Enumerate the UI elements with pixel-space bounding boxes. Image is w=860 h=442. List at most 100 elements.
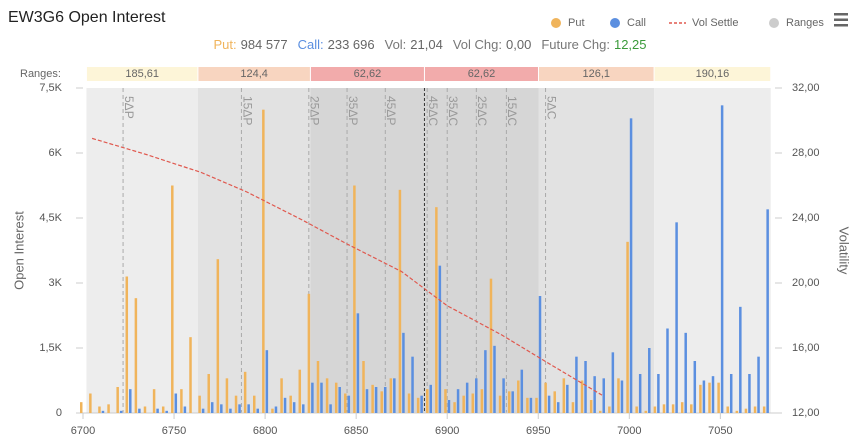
summary: Put: 984 577 Call: 233 696 Vol: 21,04 Vol Chg:… <box>213 37 646 52</box>
bar <box>171 185 174 413</box>
bar <box>365 389 369 413</box>
bar <box>739 306 742 413</box>
bar <box>493 345 496 413</box>
bar <box>526 397 529 413</box>
bar <box>544 382 547 413</box>
bar <box>438 265 442 413</box>
bar <box>316 361 320 413</box>
bar <box>717 382 720 413</box>
range-band <box>86 88 198 413</box>
bar <box>444 389 447 413</box>
bar <box>198 395 201 413</box>
summary-value: 12,25 <box>614 37 647 52</box>
legend-marker <box>610 18 620 28</box>
range-band <box>424 88 539 413</box>
legend-label: Put <box>568 17 585 29</box>
delta-label: 5ΔP <box>122 96 136 119</box>
bar <box>744 408 748 413</box>
bar <box>247 404 250 413</box>
bar <box>101 410 105 413</box>
bar <box>356 313 360 413</box>
range-cell <box>538 67 654 81</box>
summary-value: 21,04 <box>410 37 443 52</box>
bar <box>498 395 502 413</box>
bar <box>580 380 584 413</box>
bar <box>329 404 332 413</box>
chart-title: EW3G6 Open Interest <box>8 9 166 26</box>
bar <box>511 391 514 413</box>
summary-label: Future Chg: <box>541 37 610 52</box>
summary-label: Put: <box>213 37 236 52</box>
bar <box>161 406 165 413</box>
y-tick-label: 0 <box>56 407 62 419</box>
x-tick-label: 6900 <box>435 425 459 437</box>
bar <box>302 404 305 413</box>
bar <box>189 337 192 413</box>
bar <box>220 404 223 413</box>
delta-label: 35ΔP <box>346 96 360 125</box>
bar <box>210 402 214 413</box>
bar <box>429 384 432 413</box>
bar <box>629 118 633 413</box>
y2-tick-label: 20,00 <box>792 277 820 289</box>
y2-tick-label: 32,00 <box>792 82 820 94</box>
bar <box>174 393 178 413</box>
bar <box>702 380 706 413</box>
bar <box>229 408 232 413</box>
bar <box>334 382 338 413</box>
x-tick-label: 6700 <box>71 425 95 437</box>
bar <box>402 332 405 413</box>
bar <box>684 332 687 413</box>
x-tick-label: 6850 <box>344 425 368 437</box>
ranges-label: Ranges: <box>20 68 61 80</box>
bar <box>234 395 238 413</box>
bar <box>589 400 593 413</box>
bar <box>748 374 751 413</box>
bar <box>398 189 402 413</box>
bar <box>307 293 311 413</box>
bar <box>89 393 92 413</box>
bar <box>620 380 624 413</box>
vol-settle-line <box>91 137 603 396</box>
bar <box>416 397 420 413</box>
bar <box>553 391 556 413</box>
bar <box>238 404 241 413</box>
legend-marker <box>769 18 779 28</box>
bar <box>680 402 684 413</box>
bar <box>471 393 475 413</box>
summary-label: Vol: <box>385 37 407 52</box>
bar <box>292 402 296 413</box>
x-tick-label: 7050 <box>708 425 732 437</box>
bar <box>207 374 210 413</box>
bar <box>362 361 365 413</box>
bar <box>517 380 520 413</box>
bar <box>675 222 678 413</box>
bar <box>289 395 292 413</box>
range-value: 126,1 <box>583 68 611 80</box>
bar <box>753 406 757 413</box>
y2-axis-title: Volatility <box>837 227 852 275</box>
x-tick-label: 7000 <box>617 425 641 437</box>
bar <box>374 387 378 413</box>
bar <box>453 402 456 413</box>
bar <box>575 356 578 413</box>
bar <box>671 404 675 413</box>
bar <box>480 389 484 413</box>
y2-tick-label: 28,00 <box>792 147 820 159</box>
range-cell <box>654 67 771 81</box>
bar <box>253 395 256 413</box>
bar <box>393 378 396 413</box>
bar <box>420 395 423 413</box>
range-cell <box>424 67 538 81</box>
bar <box>465 382 469 413</box>
y2-tick-label: 12,00 <box>792 407 820 419</box>
bar <box>666 328 669 413</box>
range-cell <box>310 67 424 81</box>
y-axis-title: Open Interest <box>11 211 26 290</box>
summary-label: Call: <box>298 37 324 52</box>
legend-label: Call <box>627 17 646 29</box>
bar <box>657 374 660 413</box>
menu-button[interactable] <box>834 13 848 27</box>
bar <box>635 406 638 413</box>
bar <box>311 382 314 413</box>
